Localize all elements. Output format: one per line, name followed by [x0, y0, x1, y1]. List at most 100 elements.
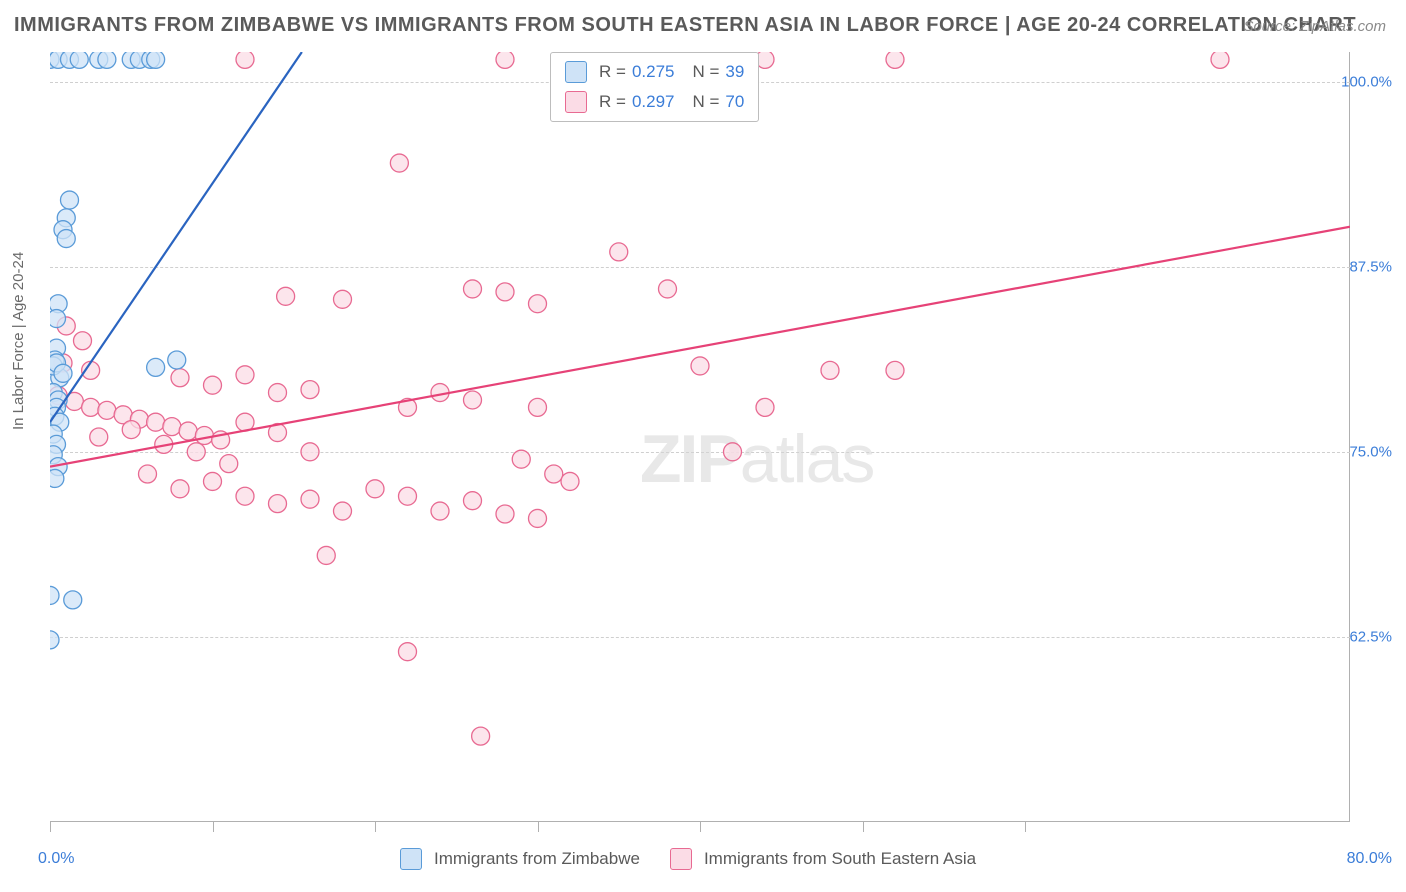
data-point [659, 280, 677, 298]
scatter-plot-svg [50, 52, 1350, 822]
data-point [431, 502, 449, 520]
data-point [195, 427, 213, 445]
trend-line [50, 227, 1350, 467]
y-axis-label: In Labor Force | Age 20-24 [10, 252, 27, 430]
data-point [277, 287, 295, 305]
data-point [50, 310, 66, 328]
data-point [90, 428, 108, 446]
data-point [691, 357, 709, 375]
data-point [472, 727, 490, 745]
y-tick-label: 62.5% [1349, 628, 1392, 645]
data-point [70, 52, 88, 68]
data-point [139, 465, 157, 483]
data-point [756, 398, 774, 416]
data-point [147, 358, 165, 376]
data-point [334, 290, 352, 308]
data-point [1211, 52, 1229, 68]
series-legend: Immigrants from Zimbabwe Immigrants from … [400, 848, 976, 870]
y-tick-label: 75.0% [1349, 443, 1392, 460]
x-tick-mark [375, 822, 376, 832]
data-point [529, 295, 547, 313]
data-point [269, 384, 287, 402]
data-point [724, 443, 742, 461]
data-point [512, 450, 530, 468]
data-point [610, 243, 628, 261]
data-point [399, 487, 417, 505]
data-point [64, 591, 82, 609]
stat-n-label: N = [692, 62, 719, 82]
data-point [179, 422, 197, 440]
x-tick-mark [700, 822, 701, 832]
data-point [50, 631, 59, 649]
data-point [54, 364, 72, 382]
data-point [464, 391, 482, 409]
x-tick-mark [863, 822, 864, 832]
data-point [187, 443, 205, 461]
data-point [301, 381, 319, 399]
data-point [496, 505, 514, 523]
legend-item: Immigrants from South Eastern Asia [670, 848, 976, 870]
legend-label: Immigrants from South Eastern Asia [704, 849, 976, 869]
data-point [886, 361, 904, 379]
x-tick-mark [50, 822, 51, 832]
x-tick-label: 80.0% [1347, 850, 1392, 868]
data-point [464, 280, 482, 298]
stat-r-value: 0.297 [632, 92, 675, 112]
data-point [163, 418, 181, 436]
data-point [236, 366, 254, 384]
data-point [98, 52, 116, 68]
y-tick-label: 87.5% [1349, 258, 1392, 275]
data-point [168, 351, 186, 369]
data-point [236, 487, 254, 505]
legend-swatch [565, 61, 587, 83]
data-point [464, 492, 482, 510]
data-point [122, 421, 140, 439]
data-point [50, 469, 64, 487]
chart-title: IMMIGRANTS FROM ZIMBABWE VS IMMIGRANTS F… [14, 14, 1356, 37]
legend-item: Immigrants from Zimbabwe [400, 848, 640, 870]
legend-swatch [565, 91, 587, 113]
data-point [204, 472, 222, 490]
x-tick-mark [213, 822, 214, 832]
data-point [529, 398, 547, 416]
data-point [171, 480, 189, 498]
data-point [147, 52, 165, 68]
data-point [301, 443, 319, 461]
x-tick-mark [1025, 822, 1026, 832]
legend-swatch [670, 848, 692, 870]
stat-r-label: R = [599, 92, 626, 112]
x-tick-mark [538, 822, 539, 832]
data-point [269, 495, 287, 513]
data-point [57, 230, 75, 248]
data-point [50, 586, 59, 604]
data-point [61, 191, 79, 209]
stat-r-value: 0.275 [632, 62, 675, 82]
data-point [496, 283, 514, 301]
stat-r-label: R = [599, 62, 626, 82]
legend-row: R = 0.297 N = 70 [551, 87, 758, 117]
data-point [220, 455, 238, 473]
data-point [529, 509, 547, 527]
data-point [317, 546, 335, 564]
data-point [74, 332, 92, 350]
data-point [204, 376, 222, 394]
data-point [561, 472, 579, 490]
legend-label: Immigrants from Zimbabwe [434, 849, 640, 869]
stat-n-label: N = [692, 92, 719, 112]
data-point [171, 369, 189, 387]
data-point [496, 52, 514, 68]
data-point [236, 52, 254, 68]
data-point [82, 398, 100, 416]
data-point [366, 480, 384, 498]
data-point [390, 154, 408, 172]
x-tick-label: 0.0% [38, 850, 74, 868]
correlation-legend: R = 0.275 N = 39 R = 0.297 N = 70 [550, 52, 759, 122]
data-point [886, 52, 904, 68]
data-point [545, 465, 563, 483]
stat-n-value: 39 [725, 62, 744, 82]
data-point [301, 490, 319, 508]
data-point [399, 643, 417, 661]
data-point [147, 413, 165, 431]
stat-n-value: 70 [725, 92, 744, 112]
data-point [98, 401, 116, 419]
